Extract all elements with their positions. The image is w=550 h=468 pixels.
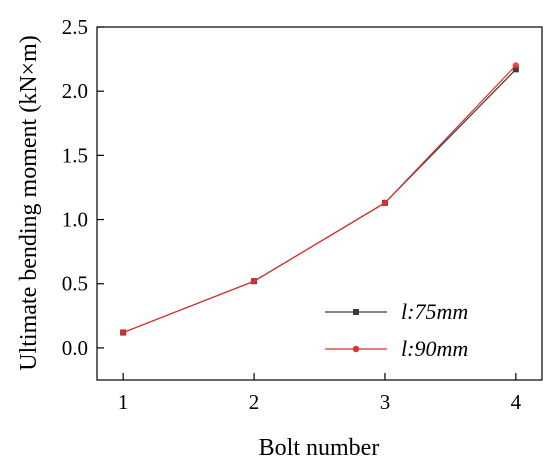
y-tick-label: 0.5: [62, 272, 88, 296]
series-line: [122, 68, 517, 334]
y-axis: 0.0 0.5 1.0 1.5 2.0 2.5: [62, 15, 104, 360]
data-point: [119, 329, 127, 336]
legend-item-l75: l:75mm: [325, 299, 468, 324]
y-axis-label: Ultimate bending moment (kN×m): [16, 35, 42, 370]
y-tick-label: 2.5: [62, 15, 88, 39]
data-point: [512, 62, 520, 69]
x-axis: 1 2 3 4: [118, 373, 522, 414]
x-tick-label: 3: [380, 390, 391, 414]
y-tick-label: 1.5: [62, 143, 88, 167]
series-l90: [119, 62, 520, 336]
legend-label-l90: l:90mm: [401, 336, 468, 361]
legend-label-l75: l:75mm: [401, 299, 468, 324]
legend-marker-l90: [352, 345, 360, 353]
data-point: [250, 277, 258, 285]
legend-marker-l75: [353, 309, 359, 315]
y-tick-label: 2.0: [62, 79, 88, 103]
x-tick-label: 4: [511, 390, 522, 414]
x-axis-label: Bolt number: [259, 435, 380, 461]
data-point: [381, 199, 389, 207]
legend-item-l90: l:90mm: [325, 336, 468, 361]
x-tick-label: 1: [118, 390, 129, 414]
series-line: [122, 65, 517, 334]
data-point: [512, 66, 519, 73]
series-layer: [119, 62, 520, 336]
legend: l:75mm l:90mm: [325, 299, 468, 361]
y-tick-label: 0.0: [62, 336, 88, 360]
series-l75: [120, 66, 519, 336]
x-tick-label: 2: [249, 390, 260, 414]
y-tick-label: 1.0: [62, 208, 88, 232]
plot-frame: [96, 26, 543, 381]
